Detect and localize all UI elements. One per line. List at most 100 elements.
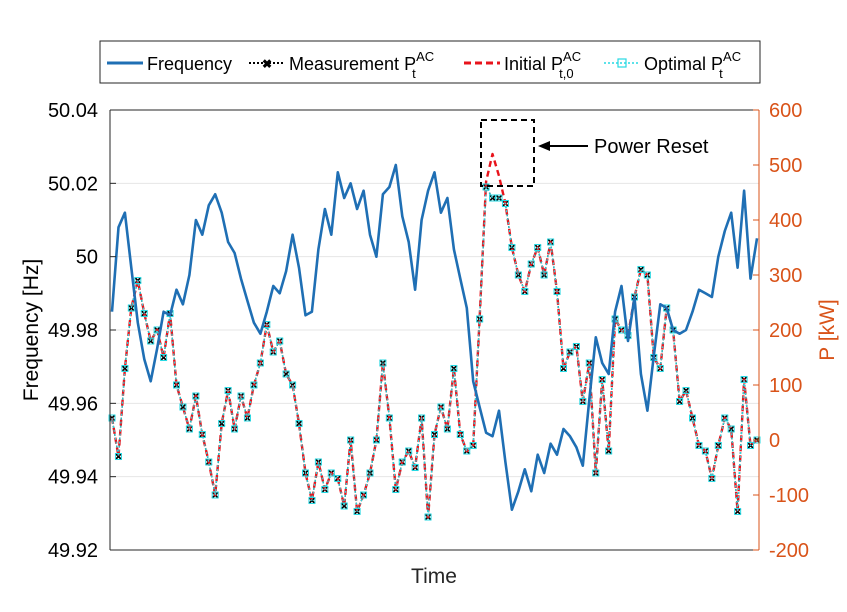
point-optimal [450,365,458,372]
legend-optimal-name: Optimal [644,54,706,74]
left-tick-label: 50.04 [48,100,98,122]
point-measurement [160,353,168,362]
point-optimal [682,387,690,394]
point-optimal [637,266,645,273]
series-line-initial [110,152,758,519]
point-optimal [360,491,368,499]
series-line-frequency [110,163,759,512]
left-axis-ticks: 49.92 49.94 49.96 49.98 50 50.02 50.04 [48,100,116,562]
point-optimal [366,469,374,477]
point-optimal [431,431,438,438]
point-optimal [553,288,561,295]
point-optimal [708,475,716,482]
legend-box [99,40,761,84]
right-tick-label: 400 [769,210,802,232]
point-optimal [243,414,251,422]
point-measurement [488,194,497,202]
point-measurement [450,364,458,373]
point-optimal [476,315,484,323]
point-optimal [314,458,322,466]
point-optimal [676,398,684,405]
point-optimal [398,458,406,466]
point-measurement [121,364,129,373]
point-optimal [405,447,413,455]
point-optimal [295,420,303,427]
point-optimal [501,200,509,207]
point-optimal [179,403,187,411]
legend-measurement-sup: AC [416,49,434,64]
legend-initial-sub: t,0 [559,66,573,81]
point-measurement [430,430,439,439]
legend-measurement-sub: t [412,66,416,81]
point-optimal [572,343,580,350]
point-optimal [469,442,477,449]
right-tick-label: 200 [769,320,802,342]
left-tick-label: 49.92 [48,540,98,562]
point-optimal [385,414,393,422]
point-optimal [134,277,142,284]
point-optimal [108,414,116,422]
legend-measurement-name: Measurement [289,54,399,74]
point-measurement [114,452,123,461]
point-optimal [327,469,335,477]
point-optimal [695,442,703,449]
left-tick-label: 50 [76,247,98,269]
annotation-arrow-head [538,141,550,151]
point-optimal [740,376,748,383]
legend-initial-sup: AC [563,49,581,64]
point-optimal [289,381,297,389]
legend-label-initial: Initial PAC t,0 [504,49,581,81]
legend-marker-measurement: ✖ [262,57,272,71]
series-layer [108,152,761,521]
point-optimal [714,442,722,449]
point-optimal [605,447,613,455]
right-tick-label: -100 [769,485,809,507]
point-optimal [147,337,155,345]
x-axis-label: Time [411,565,457,588]
legend-optimal-sub: t [719,66,723,81]
point-optimal [727,425,735,433]
point-measurement [218,419,226,428]
point-optimal [379,359,387,367]
point-optimal [192,392,200,400]
point-optimal [618,326,626,334]
point-optimal [598,376,606,383]
legend-marker-optimal [617,58,627,68]
legend-initial-name: Initial [504,54,546,74]
legend-label-optimal: Optimal PAC t [644,49,741,81]
point-optimal [334,475,342,482]
point-optimal [689,414,696,422]
legend-label-frequency: Frequency [147,54,232,74]
point-optimal [437,403,445,411]
point-optimal [114,453,122,460]
legend-measurement-p: P [399,54,416,74]
point-optimal [392,486,400,493]
legend-optimal-sup: AC [723,49,741,64]
point-optimal [540,271,548,279]
point-optimal [643,271,651,279]
point-optimal [656,365,664,372]
point-optimal [237,392,245,400]
point-optimal [276,337,284,345]
point-measurement [282,370,290,378]
point-measurement [179,403,187,411]
point-measurement [637,265,645,274]
left-tick-label: 49.96 [48,393,98,415]
point-optimal [424,513,432,521]
point-optimal [456,431,464,438]
point-optimal [734,508,742,515]
point-optimal [353,508,361,515]
point-optimal [372,436,380,444]
power-reset-box [480,119,535,187]
right-axis-ticks: -200 -100 0 100 200 300 400 500 600 [753,100,809,562]
point-optimal [592,469,600,477]
right-tick-label: 100 [769,375,802,397]
point-optimal [721,414,729,422]
legend-label-measurement: Measurement PAC t [289,49,434,81]
point-optimal [701,447,709,455]
point-measurement [605,447,613,455]
point-optimal [211,491,219,499]
point-optimal [160,354,168,361]
right-tick-label: 300 [769,265,802,287]
point-optimal [282,370,290,378]
